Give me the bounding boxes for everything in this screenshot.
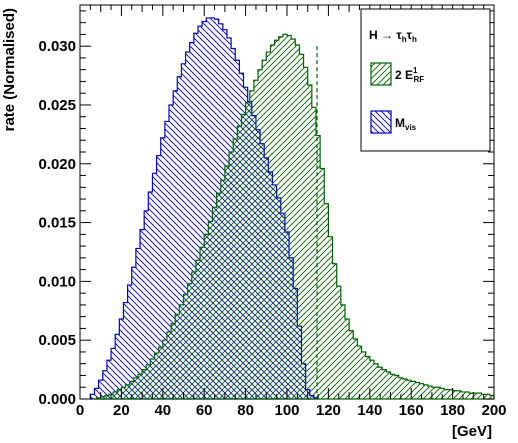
histogram-series-1 bbox=[92, 33, 495, 400]
legend-label-blue: Mvis bbox=[395, 116, 417, 132]
legend-label-green: 2 E1 RF bbox=[395, 66, 424, 84]
y-tick-label: 0.015 bbox=[38, 215, 76, 232]
x-tick-label: 180 bbox=[440, 402, 465, 419]
y-tick-label: 0.030 bbox=[38, 38, 76, 55]
y-tick-label: 0.005 bbox=[38, 332, 76, 349]
x-tick-label: 100 bbox=[274, 402, 299, 419]
y-tick-label: 0.025 bbox=[38, 97, 76, 114]
x-tick-label: 20 bbox=[113, 402, 130, 419]
series-layer bbox=[89, 17, 495, 400]
y-tick-label: 0.000 bbox=[38, 391, 76, 408]
legend-swatch-green bbox=[370, 62, 392, 86]
legend-swatch-blue bbox=[370, 110, 392, 134]
x-tick-label: 160 bbox=[399, 402, 424, 419]
axes-layer: 0 20 40 60 80 100 120 140 160 180 200 0.000 0.005 0.0… bbox=[38, 5, 507, 419]
x-tick-label: 80 bbox=[237, 402, 254, 419]
y-tick-label: 0.010 bbox=[38, 273, 76, 290]
y-tick-label: 0.020 bbox=[38, 156, 76, 173]
y-axis-title: rate (Normalised) bbox=[1, 8, 18, 131]
legend: H → τhτh 2 E1 RF Mvis bbox=[360, 8, 491, 152]
x-tick-label: 0 bbox=[76, 402, 84, 419]
x-axis-title: [GeV] bbox=[452, 423, 492, 440]
x-tick-label: 60 bbox=[196, 402, 213, 419]
x-tick-label: 140 bbox=[357, 402, 382, 419]
legend-header: H → τhτh bbox=[369, 28, 417, 44]
x-tick-label: 120 bbox=[316, 402, 341, 419]
x-tick-label: 200 bbox=[481, 402, 506, 419]
x-tick-label: 40 bbox=[154, 402, 171, 419]
